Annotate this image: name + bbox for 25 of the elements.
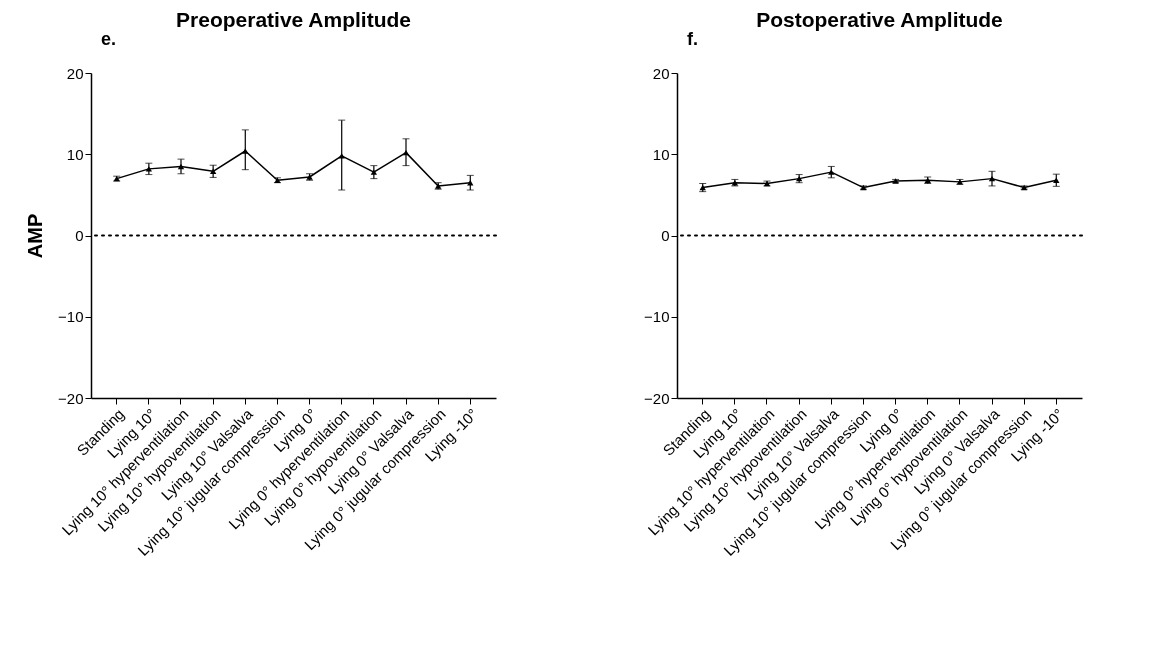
point (988, 175, 996, 182)
point (828, 169, 835, 175)
point (209, 168, 217, 175)
chart-title: Preoperative Amplitude (176, 8, 411, 31)
y-tick-label: 20 (652, 64, 670, 82)
y-axis-title: AMP (24, 213, 47, 259)
text: e. (101, 29, 117, 49)
point (1053, 177, 1060, 183)
point (242, 148, 249, 154)
y-tick-label: −20 (58, 389, 84, 407)
text: f. (687, 29, 698, 49)
y-tick-label: 20 (66, 64, 84, 82)
y-tick-label: 0 (75, 227, 84, 244)
point (145, 166, 153, 172)
point (402, 149, 410, 156)
y-tick-label: 0 (661, 227, 670, 244)
y-tick-label: 10 (66, 145, 84, 163)
point (338, 153, 345, 159)
point (370, 169, 378, 175)
y-tick-label: 10 (652, 145, 670, 163)
y-tick-label: −10 (644, 308, 670, 326)
y-tick-label: −20 (644, 389, 670, 407)
y-tick-label: −10 (58, 308, 84, 326)
chart-title: Postoperative Amplitude (756, 8, 1003, 31)
point (177, 163, 185, 170)
